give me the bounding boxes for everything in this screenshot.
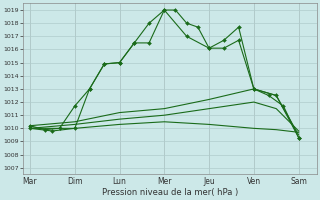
- X-axis label: Pression niveau de la mer( hPa ): Pression niveau de la mer( hPa ): [102, 188, 238, 197]
